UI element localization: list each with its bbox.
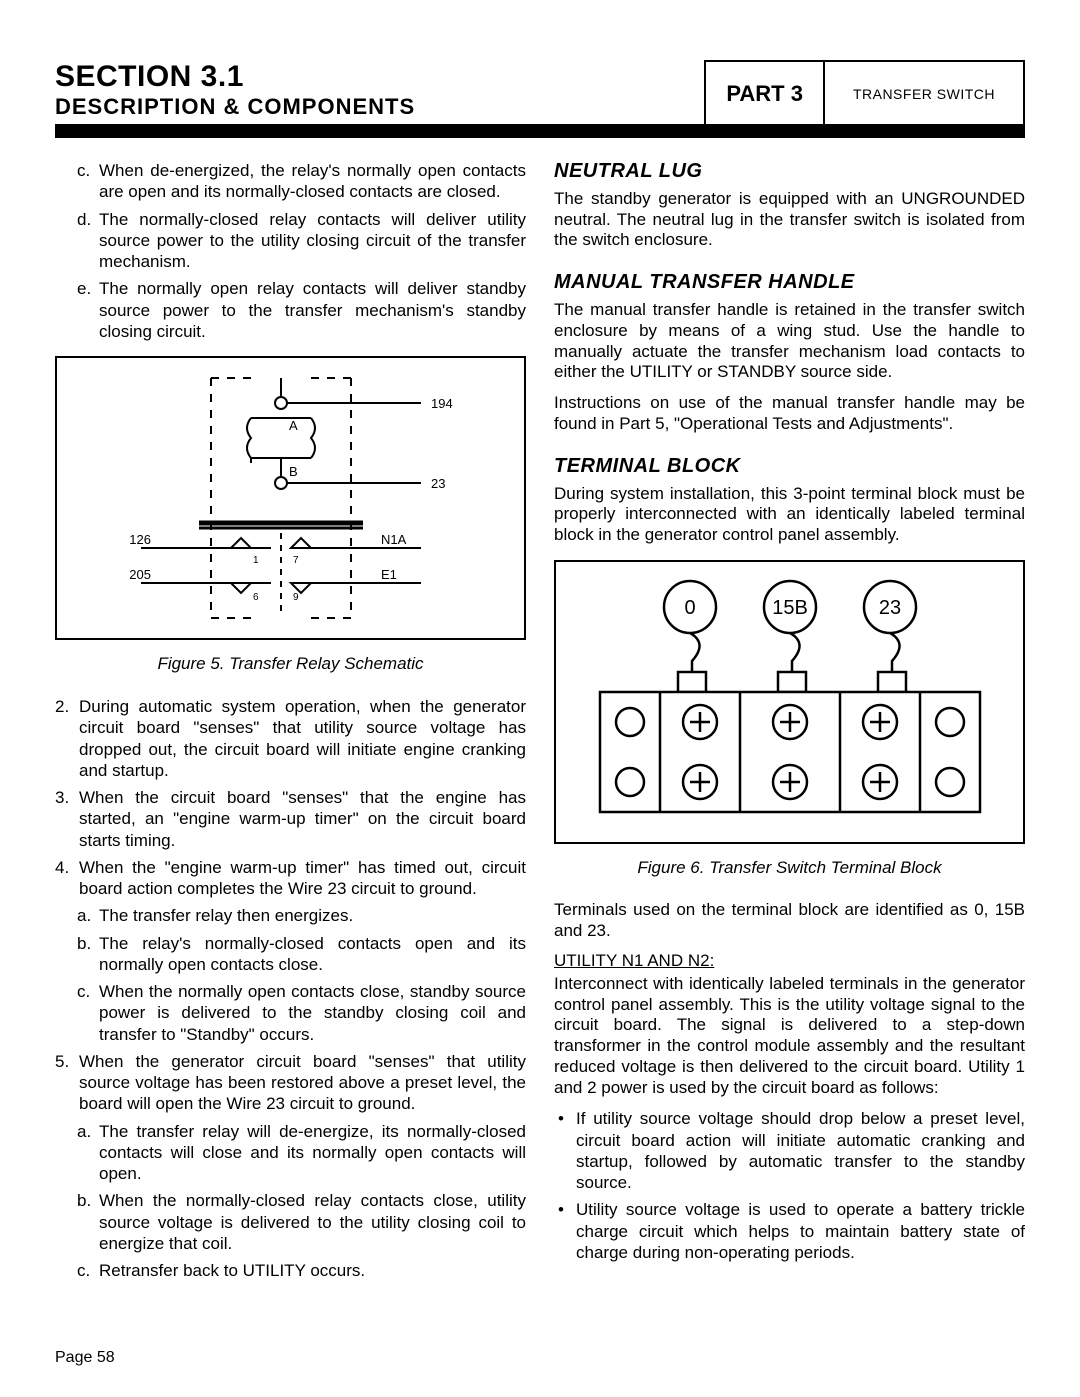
list-text: When the normally open contacts close, s… (99, 981, 526, 1045)
fig5-label-E1: E1 (381, 567, 397, 582)
bullet-marker: • (558, 1108, 576, 1193)
list-item: 2.During automatic system operation, whe… (55, 696, 526, 781)
list-marker: a. (77, 1121, 99, 1185)
fig6-label-0: 0 (684, 597, 695, 619)
bullet-marker: • (558, 1199, 576, 1263)
fig6-label-23: 23 (878, 597, 900, 619)
utility-heading: UTILITY N1 AND N2: (554, 951, 1025, 972)
fig5-n7: 7 (293, 555, 299, 566)
bullet-item: •Utility source voltage is used to opera… (554, 1199, 1025, 1263)
columns: c.When de-energized, the relay's normall… (55, 160, 1025, 1287)
left-column: c.When de-energized, the relay's normall… (55, 160, 526, 1287)
list-item: a.The transfer relay will de-energize, i… (55, 1121, 526, 1185)
manual-transfer-heading: MANUAL TRANSFER HANDLE (554, 271, 1025, 294)
list-item: 5. When the generator circuit board "sen… (55, 1051, 526, 1115)
list-item: e.The normally open relay contacts will … (55, 278, 526, 342)
transfer-switch-label: TRANSFER SWITCH (825, 62, 1023, 126)
terminal-block-para2: Terminals used on the terminal block are… (554, 900, 1025, 941)
fig5-label-A: A (289, 418, 298, 433)
page-number: Page 58 (55, 1349, 115, 1367)
list-marker: d. (77, 209, 99, 273)
list-item: b.When the normally-closed relay contact… (55, 1190, 526, 1254)
list-marker: c. (77, 1260, 99, 1281)
neutral-lug-para: The standby generator is equipped with a… (554, 189, 1025, 251)
bullet-text: Utility source voltage is used to operat… (576, 1199, 1025, 1263)
list-marker: e. (77, 278, 99, 342)
header-bar: SECTION 3.1 DESCRIPTION & COMPONENTS PAR… (55, 60, 1025, 138)
list-text: The normally-closed relay contacts will … (99, 209, 526, 273)
fig5-label-194: 194 (431, 396, 453, 411)
bullet-item: •If utility source voltage should drop b… (554, 1108, 1025, 1193)
list-marker: a. (77, 905, 99, 926)
list-marker: c. (77, 981, 99, 1045)
figure-5-box: 194 23 A B 126 205 N1A E1 1 7 6 9 (55, 356, 526, 640)
fig5-n1: 1 (253, 555, 259, 566)
list-item: c.Retransfer back to UTILITY occurs. (55, 1260, 526, 1281)
list-marker: 2. (55, 696, 79, 781)
section-subtitle: DESCRIPTION & COMPONENTS (55, 94, 704, 120)
list-text: The normally open relay contacts will de… (99, 278, 526, 342)
fig5-label-23: 23 (431, 476, 445, 491)
figure-6-svg: 0 15B 23 (580, 572, 1000, 832)
terminal-block-heading: TERMINAL BLOCK (554, 455, 1025, 478)
list-item: c.When de-energized, the relay's normall… (55, 160, 526, 203)
list-text: The transfer relay will de-energize, its… (99, 1121, 526, 1185)
fig5-label-N1A: N1A (381, 532, 407, 547)
list-item: 3.When the circuit board "senses" that t… (55, 787, 526, 851)
fig6-label-15B: 15B (772, 597, 808, 619)
list-text: During automatic system operation, when … (79, 696, 526, 781)
list-marker: 5. (55, 1051, 79, 1115)
fig5-label-126: 126 (129, 532, 151, 547)
list-item: d.The normally-closed relay contacts wil… (55, 209, 526, 273)
utility-para: Interconnect with identically labeled te… (554, 974, 1025, 1098)
list-text: The transfer relay then energizes. (99, 905, 526, 926)
neutral-lug-heading: NEUTRAL LUG (554, 160, 1025, 183)
list-text: When the normally-closed relay contacts … (99, 1190, 526, 1254)
bullet-text: If utility source voltage should drop be… (576, 1108, 1025, 1193)
figure-6-box: 0 15B 23 (554, 560, 1025, 844)
list-item: c.When the normally open contacts close,… (55, 981, 526, 1045)
terminal-block-para1: During system installation, this 3-point… (554, 484, 1025, 546)
fig5-n9: 9 (293, 592, 299, 603)
manual-transfer-para2: Instructions on use of the manual transf… (554, 393, 1025, 434)
fig5-n6: 6 (253, 592, 259, 603)
list-marker: b. (77, 933, 99, 976)
list-text: When the "engine warm-up timer" has time… (79, 857, 526, 900)
list-text: When the circuit board "senses" that the… (79, 787, 526, 851)
part-label: PART 3 (706, 62, 825, 126)
list-marker: b. (77, 1190, 99, 1254)
list-text: Retransfer back to UTILITY occurs. (99, 1260, 526, 1281)
list-text: When the generator circuit board "senses… (79, 1051, 526, 1115)
manual-transfer-para1: The manual transfer handle is retained i… (554, 300, 1025, 383)
figure-5-caption: Figure 5. Transfer Relay Schematic (55, 654, 526, 674)
list-marker: 4. (55, 857, 79, 900)
right-column: NEUTRAL LUG The standby generator is equ… (554, 160, 1025, 1287)
list-item: 4.When the "engine warm-up timer" has ti… (55, 857, 526, 900)
fig5-label-205: 205 (129, 567, 151, 582)
figure-6-caption: Figure 6. Transfer Switch Terminal Block (554, 858, 1025, 878)
list-text: When de-energized, the relay's normally … (99, 160, 526, 203)
list-item: b.The relay's normally-closed contacts o… (55, 933, 526, 976)
fig5-label-B: B (289, 464, 298, 479)
list-marker: c. (77, 160, 99, 203)
header-right: PART 3 TRANSFER SWITCH (704, 60, 1025, 126)
figure-5-svg: 194 23 A B 126 205 N1A E1 1 7 6 9 (101, 368, 481, 628)
section-number: SECTION 3.1 (55, 60, 704, 94)
header-left: SECTION 3.1 DESCRIPTION & COMPONENTS (55, 60, 704, 124)
list-item: a.The transfer relay then energizes. (55, 905, 526, 926)
list-marker: 3. (55, 787, 79, 851)
list-text: The relay's normally-closed contacts ope… (99, 933, 526, 976)
